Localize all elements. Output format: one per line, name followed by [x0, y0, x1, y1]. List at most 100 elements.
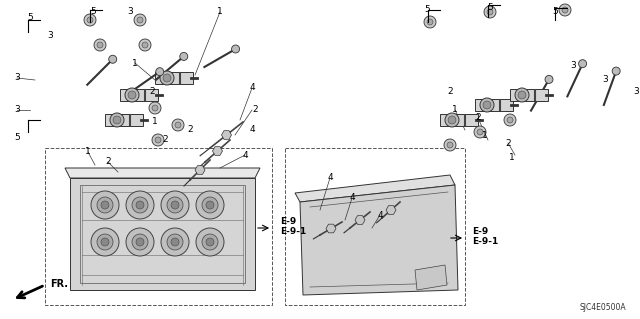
Circle shape [101, 238, 109, 246]
Circle shape [110, 113, 124, 127]
Polygon shape [221, 131, 232, 139]
Circle shape [196, 228, 224, 256]
Text: 2: 2 [252, 106, 258, 115]
Circle shape [97, 234, 113, 250]
Text: 5: 5 [27, 13, 33, 23]
Text: 1: 1 [452, 106, 458, 115]
Circle shape [142, 42, 148, 48]
Circle shape [152, 134, 164, 146]
Circle shape [545, 75, 553, 83]
Circle shape [155, 137, 161, 143]
Text: 3: 3 [570, 61, 576, 70]
Circle shape [97, 197, 113, 213]
Circle shape [447, 142, 453, 148]
Circle shape [206, 201, 214, 209]
Circle shape [515, 88, 529, 102]
Polygon shape [386, 206, 396, 214]
Circle shape [126, 228, 154, 256]
Circle shape [172, 119, 184, 131]
Text: 3: 3 [47, 31, 53, 40]
Circle shape [109, 55, 116, 63]
Circle shape [202, 234, 218, 250]
Text: 4: 4 [377, 211, 383, 219]
Circle shape [483, 101, 491, 109]
Text: 2: 2 [162, 136, 168, 145]
Circle shape [518, 91, 526, 99]
Text: 1: 1 [509, 153, 515, 162]
Circle shape [84, 14, 96, 26]
Circle shape [132, 234, 148, 250]
Text: SJC4E0500A: SJC4E0500A [579, 303, 626, 312]
Text: 5: 5 [552, 8, 558, 17]
Circle shape [101, 201, 109, 209]
Text: 4: 4 [349, 194, 355, 203]
Text: 3: 3 [14, 106, 20, 115]
Text: 3: 3 [14, 73, 20, 83]
Circle shape [448, 116, 456, 124]
Circle shape [139, 39, 151, 51]
Text: 3: 3 [602, 76, 608, 85]
Circle shape [167, 197, 183, 213]
Text: 2: 2 [187, 125, 193, 135]
Circle shape [156, 68, 164, 76]
Text: 5: 5 [487, 3, 493, 11]
Circle shape [126, 191, 154, 219]
Polygon shape [415, 265, 447, 290]
Polygon shape [195, 166, 205, 174]
Circle shape [232, 45, 239, 53]
Text: FR.: FR. [50, 279, 68, 289]
Bar [440, 114, 478, 126]
Bar [105, 114, 143, 126]
Circle shape [445, 113, 459, 127]
Circle shape [612, 67, 620, 75]
Circle shape [137, 17, 143, 23]
Polygon shape [70, 178, 255, 290]
Text: 2: 2 [505, 138, 511, 147]
Circle shape [427, 19, 433, 25]
Text: 1: 1 [217, 8, 223, 17]
Circle shape [424, 16, 436, 28]
Circle shape [113, 116, 121, 124]
Circle shape [507, 117, 513, 123]
Circle shape [136, 238, 144, 246]
Text: E-9: E-9 [280, 217, 296, 226]
Circle shape [134, 14, 146, 26]
Circle shape [87, 17, 93, 23]
Circle shape [132, 197, 148, 213]
Circle shape [196, 191, 224, 219]
Circle shape [128, 91, 136, 99]
Text: 3: 3 [633, 87, 639, 97]
Circle shape [484, 6, 496, 18]
Circle shape [504, 114, 516, 126]
Circle shape [487, 9, 493, 15]
Circle shape [167, 234, 183, 250]
Bar [120, 89, 158, 101]
Text: E-9-1: E-9-1 [280, 227, 307, 236]
Circle shape [136, 201, 144, 209]
Bar [510, 89, 548, 101]
Circle shape [480, 98, 494, 112]
Circle shape [444, 139, 456, 151]
Circle shape [152, 105, 158, 111]
Text: 1: 1 [482, 130, 488, 139]
Circle shape [202, 197, 218, 213]
Text: 3: 3 [127, 8, 133, 17]
Circle shape [180, 52, 188, 60]
Circle shape [579, 60, 587, 68]
Text: 4: 4 [249, 125, 255, 135]
Circle shape [97, 42, 103, 48]
Bar [475, 99, 513, 111]
Circle shape [175, 122, 181, 128]
Circle shape [562, 7, 568, 13]
Text: 1: 1 [85, 147, 91, 157]
Polygon shape [212, 147, 223, 155]
Polygon shape [65, 168, 260, 178]
Circle shape [161, 228, 189, 256]
Bar [80, 185, 245, 283]
Bar [45, 148, 272, 305]
Circle shape [125, 88, 139, 102]
Polygon shape [300, 185, 458, 295]
Circle shape [559, 4, 571, 16]
Text: 4: 4 [249, 84, 255, 93]
Circle shape [474, 126, 486, 138]
